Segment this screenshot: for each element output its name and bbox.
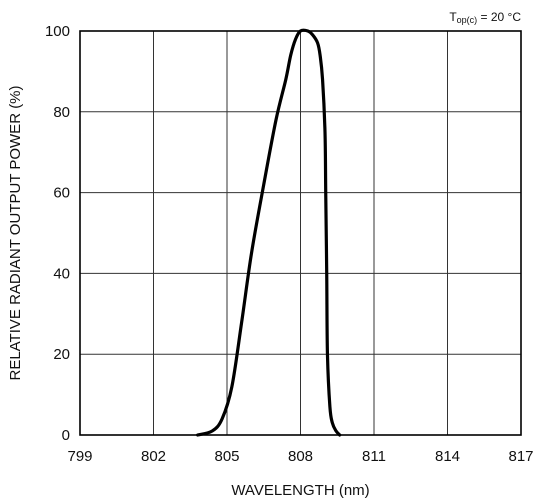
plot-frame xyxy=(79,30,522,436)
y-tick-label: 40 xyxy=(53,265,70,282)
x-tick-label: 811 xyxy=(362,448,386,465)
grid-lines xyxy=(80,31,521,435)
y-tick-label: 0 xyxy=(62,427,70,444)
y-tick-label: 80 xyxy=(53,104,70,121)
annotation-rest: = 20 °C xyxy=(477,10,521,24)
y-axis-title: RELATIVE RADIANT OUTPUT POWER (%) xyxy=(7,85,24,380)
annotation-sub: op(c) xyxy=(457,15,478,25)
y-tick-label: 20 xyxy=(53,346,70,363)
x-tick-label: 799 xyxy=(67,448,92,465)
tick-labels: 799 802 805 808 811 814 817 0 20 40 60 80 100 xyxy=(45,23,534,465)
y-tick-label: 100 xyxy=(45,23,70,40)
series-line xyxy=(196,28,342,437)
x-tick-label: 805 xyxy=(214,448,239,465)
condition-annotation: Top(c) = 20 °C xyxy=(449,10,521,25)
x-tick-label: 808 xyxy=(288,448,313,465)
annotation-main: T xyxy=(449,10,457,24)
x-tick-label: 802 xyxy=(141,448,166,465)
x-tick-label: 817 xyxy=(508,448,533,465)
x-axis-title: WAVELENGTH (nm) xyxy=(231,482,369,499)
x-tick-label: 814 xyxy=(435,448,460,465)
y-tick-label: 60 xyxy=(53,185,70,202)
